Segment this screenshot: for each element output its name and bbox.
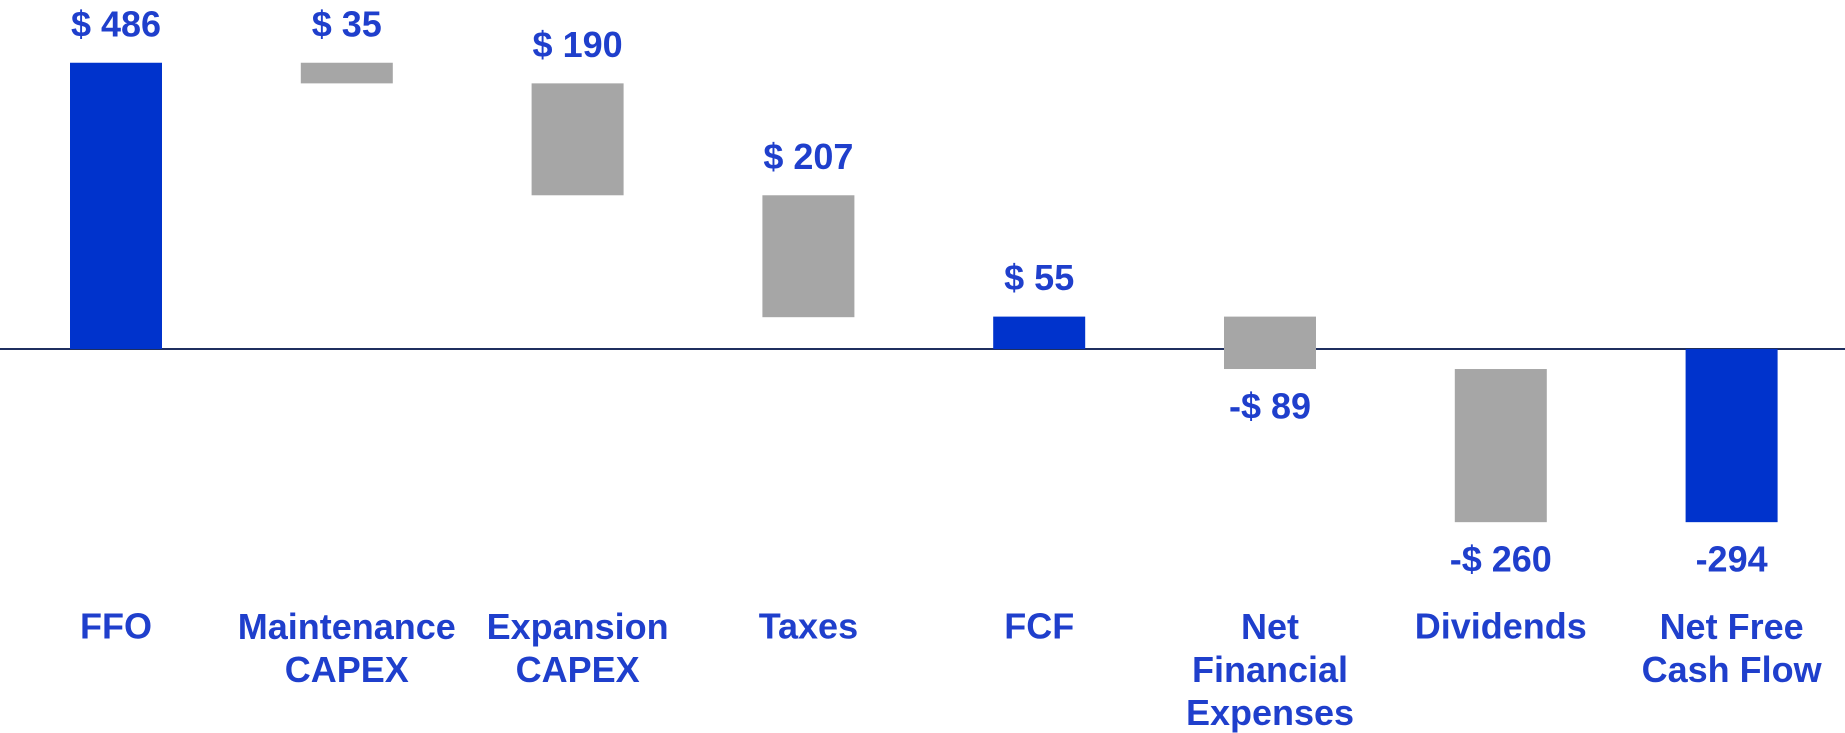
- x-tick-label: Taxes: [759, 606, 858, 647]
- bar: [70, 62, 162, 349]
- value-label: $ 486: [71, 3, 161, 44]
- bar: [1685, 349, 1778, 523]
- x-tick-label: Expansion CAPEX: [487, 606, 669, 690]
- bar: [531, 83, 624, 196]
- x-tick-label: Maintenance CAPEX: [238, 606, 456, 690]
- value-label: $ 207: [763, 136, 853, 177]
- x-tick-label: Dividends: [1415, 606, 1587, 647]
- value-label: $ 55: [1004, 257, 1074, 298]
- bar: [762, 195, 855, 318]
- bar: [1454, 369, 1547, 523]
- value-label: -$ 260: [1450, 539, 1552, 580]
- bar: [300, 62, 393, 84]
- x-tick-label: Net Financial Expenses: [1186, 606, 1354, 733]
- x-tick-label: FFO: [80, 606, 152, 647]
- bar: [993, 316, 1086, 349]
- bar: [1224, 316, 1316, 370]
- value-label: -$ 89: [1229, 386, 1311, 427]
- value-label: -294: [1696, 539, 1768, 580]
- x-tick-label: Net Free Cash Flow: [1642, 606, 1823, 690]
- value-label: $ 35: [312, 3, 382, 44]
- value-label: $ 190: [533, 24, 623, 65]
- x-tick-label: FCF: [1004, 606, 1074, 647]
